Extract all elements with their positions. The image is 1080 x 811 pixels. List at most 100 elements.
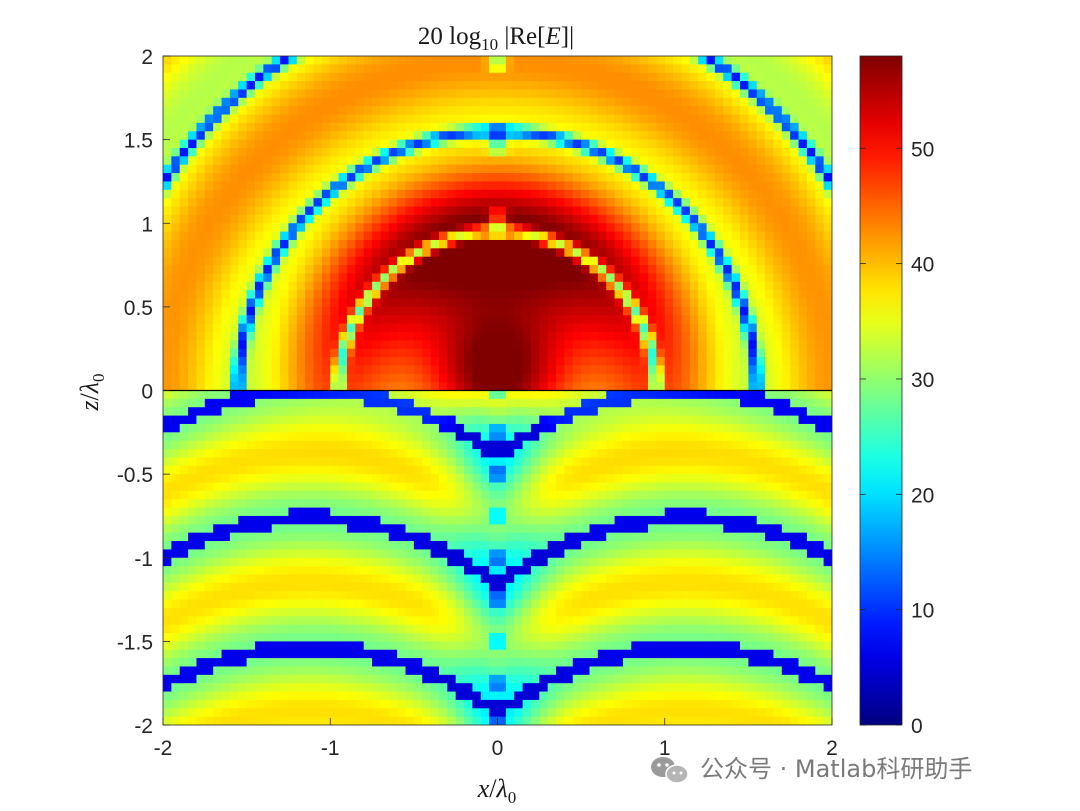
heatmap-cell <box>296 708 306 718</box>
heatmap-cell <box>631 64 641 74</box>
heatmap-cell <box>622 499 632 509</box>
heatmap-cell <box>581 156 591 166</box>
heatmap-cell <box>514 231 524 241</box>
heatmap-cell <box>556 591 565 601</box>
heatmap-cell <box>263 181 273 191</box>
heatmap-cell <box>321 298 331 308</box>
heatmap-cell <box>405 390 415 400</box>
heatmap-cell <box>305 557 315 567</box>
heatmap-cell <box>505 273 515 283</box>
heatmap-cell <box>388 72 398 82</box>
heatmap-cell <box>464 248 474 258</box>
heatmap-cell <box>296 432 306 442</box>
heatmap-cell <box>673 524 683 534</box>
heatmap-cell <box>673 198 683 208</box>
heatmap-cell <box>413 214 423 224</box>
heatmap-cell <box>589 708 599 718</box>
heatmap-cell <box>556 256 565 266</box>
heatmap-cell <box>313 281 323 291</box>
heatmap-cell <box>530 231 540 241</box>
heatmap-cell <box>229 449 239 458</box>
heatmap-cell <box>480 599 490 609</box>
heatmap-cell <box>296 306 306 316</box>
heatmap-cell <box>330 306 340 316</box>
heatmap-cell <box>673 139 683 149</box>
heatmap-cell <box>346 415 356 425</box>
heatmap-cell <box>163 72 172 82</box>
heatmap-cell <box>664 56 674 65</box>
heatmap-cell <box>179 708 189 718</box>
heatmap-cell <box>514 515 524 525</box>
heatmap-cell <box>597 549 607 559</box>
heatmap-cell <box>288 265 298 275</box>
heatmap-cell <box>648 574 657 584</box>
heatmap-cell <box>422 398 432 408</box>
heatmap-cell <box>405 474 415 484</box>
heatmap-cell <box>522 440 532 450</box>
heatmap-cell <box>639 549 649 559</box>
heatmap-cell <box>405 591 415 601</box>
heatmap-cell <box>305 457 315 467</box>
heatmap-cell <box>372 373 382 383</box>
heatmap-cell <box>522 306 532 316</box>
heatmap-cell <box>497 265 507 275</box>
heatmap-cell <box>589 382 599 392</box>
heatmap-cell <box>438 582 448 592</box>
heatmap-cell <box>505 574 515 584</box>
heatmap-cell <box>305 683 315 693</box>
heatmap-cell <box>196 206 206 216</box>
heatmap-cell <box>430 423 440 433</box>
heatmap-cell <box>246 156 256 166</box>
heatmap-cell <box>447 56 457 65</box>
heatmap-cell <box>447 139 457 149</box>
heatmap-cell <box>581 382 591 392</box>
heatmap-cell <box>614 440 624 450</box>
heatmap-cell <box>246 239 256 249</box>
heatmap-cell <box>430 156 440 166</box>
heatmap-cell <box>480 541 490 550</box>
heatmap-cell <box>606 281 616 291</box>
heatmap-cell <box>380 490 390 500</box>
heatmap-cell <box>355 323 365 333</box>
heatmap-cell <box>438 306 448 316</box>
heatmap-cell <box>397 574 407 584</box>
heatmap-cell <box>514 331 524 341</box>
heatmap-cell <box>229 265 239 275</box>
heatmap-cell <box>238 56 248 65</box>
heatmap-cell <box>388 674 398 684</box>
heatmap-cell <box>271 273 281 283</box>
heatmap-cell <box>305 599 315 609</box>
heatmap-cell <box>363 716 373 725</box>
heatmap-cell <box>296 214 306 224</box>
heatmap-cell <box>656 348 666 358</box>
heatmap-cell <box>589 499 599 509</box>
heatmap-cell <box>213 415 223 425</box>
heatmap-cell <box>622 97 632 107</box>
heatmap-cell <box>656 56 666 65</box>
heatmap-cell <box>346 147 356 157</box>
heatmap-cell <box>522 499 532 509</box>
heatmap-cell <box>355 633 365 642</box>
heatmap-cell <box>673 716 683 725</box>
heatmap-cell <box>648 649 657 659</box>
heatmap-cell <box>455 666 465 676</box>
heatmap-cell <box>656 474 666 484</box>
heatmap-cell <box>447 549 457 559</box>
heatmap-cell <box>422 122 432 132</box>
heatmap-cell <box>631 256 641 266</box>
heatmap-cell <box>514 658 524 668</box>
heatmap-cell <box>673 683 683 693</box>
heatmap-cell <box>229 239 239 249</box>
heatmap-cell <box>514 641 524 651</box>
heatmap-cell <box>288 541 298 550</box>
heatmap-cell <box>572 223 582 233</box>
heatmap-cell <box>472 582 482 592</box>
heatmap-cell <box>464 683 474 693</box>
heatmap-cell <box>263 641 273 651</box>
heatmap-cell <box>614 131 624 141</box>
heatmap-cell <box>547 189 557 199</box>
heatmap-cell <box>572 231 582 241</box>
heatmap-cell <box>380 306 390 316</box>
heatmap-cell <box>254 315 264 325</box>
heatmap-cell <box>363 532 373 542</box>
